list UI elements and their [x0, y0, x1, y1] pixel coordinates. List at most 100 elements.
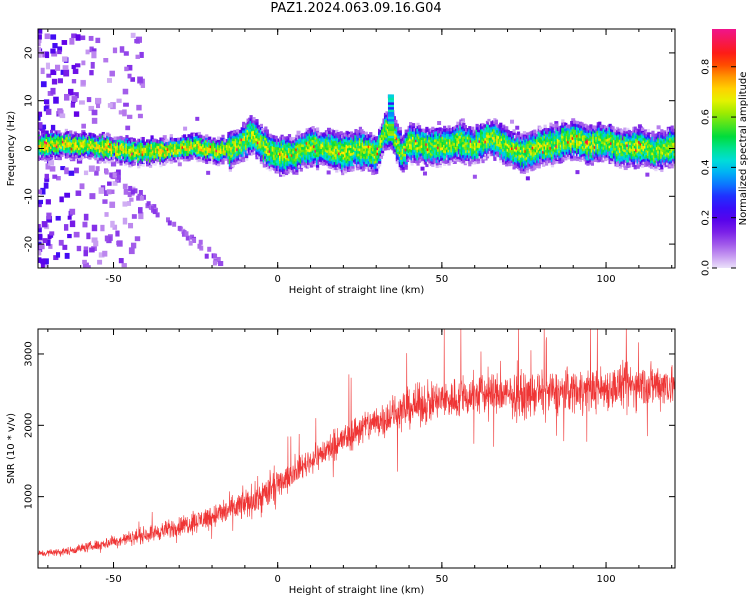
spectrogram-cell	[112, 181, 118, 186]
spectrogram-cell	[570, 157, 574, 162]
spectrogram-cell	[57, 130, 61, 134]
spectrogram-cell	[499, 122, 503, 127]
spectrogram-cell	[129, 197, 134, 202]
spectrogram-cell	[67, 233, 72, 239]
spectrogram-cell	[564, 157, 568, 161]
spectrogram-cell	[98, 159, 102, 164]
spectrogram-cell	[417, 125, 422, 129]
spectrogram-cell	[437, 120, 442, 125]
spectrogram-cell	[63, 224, 69, 231]
spectrogram-cell	[96, 103, 101, 109]
spectrogram-cell	[296, 130, 301, 135]
spectrogram-cell	[435, 162, 439, 166]
spectrogram-cell	[107, 160, 111, 164]
spectrogram-cell	[534, 164, 538, 169]
spectrogram-cell	[154, 160, 159, 164]
spectrogram-cell	[74, 63, 81, 68]
spectrogram-cell	[38, 115, 41, 121]
spectrogram-cell	[49, 129, 54, 134]
spectrogram-cell	[174, 158, 178, 163]
spectrogram-cell	[444, 160, 448, 164]
spectrogram-cell	[346, 131, 351, 136]
spectrogram-cell	[344, 169, 348, 174]
spectrogram-cell	[422, 171, 427, 176]
spectrogram-cell	[119, 162, 123, 166]
spectrogram-cell	[443, 125, 447, 130]
spectrogram-cell	[155, 212, 160, 218]
spectrogram-cell	[355, 166, 360, 171]
spectrogram-cell	[228, 168, 232, 172]
spectrogram-cell	[136, 104, 142, 111]
spectrogram-cell	[425, 129, 429, 133]
spectrogram-cell	[71, 64, 76, 70]
spectrogram-cell	[379, 155, 383, 159]
spectrogram-cell	[101, 131, 105, 136]
spectrogram-cell	[420, 166, 425, 171]
spectrogram-cell	[40, 124, 47, 130]
chart-title: PAZ1.2024.063.09.16.G04	[270, 1, 442, 16]
spectrogram-cell	[431, 126, 435, 131]
spectrogram-cell	[45, 51, 50, 59]
spectrogram-cell	[221, 161, 225, 165]
spectrogram-cell	[245, 157, 249, 161]
spectrogram-cell	[115, 230, 120, 237]
spectrogram-cell	[52, 43, 58, 49]
spectrogram-cell	[75, 190, 82, 196]
spectrogram-cell	[487, 118, 491, 123]
spectrogram-cell	[255, 121, 259, 126]
spectrogram-cell	[40, 67, 45, 75]
spectrogram-cell	[85, 49, 90, 55]
spectrogram-cell	[372, 134, 376, 139]
spectrogram-cell	[49, 132, 54, 136]
spectrogram-cell	[113, 136, 117, 140]
spectrogram-cell	[38, 233, 43, 240]
spectrogram-cell	[571, 118, 576, 123]
spectrogram-cell	[435, 164, 439, 169]
spectrogram-cell	[371, 170, 376, 175]
spectrogram-cell	[169, 160, 173, 164]
spectrogram-cell	[81, 60, 86, 66]
spectrogram-cell	[182, 134, 187, 138]
spectrogram-cell	[64, 93, 70, 101]
spectrogram-cell	[482, 156, 487, 160]
spectrogram-cell	[465, 160, 469, 164]
spectrogram-cell	[38, 29, 43, 34]
spectrogram-cell	[335, 129, 339, 134]
spectrogram-cell	[88, 132, 92, 137]
spectrogram-cell	[305, 128, 309, 132]
spectrogram-cell	[327, 130, 331, 135]
spectrogram-cell	[134, 38, 140, 44]
spectrogram-cell	[41, 156, 45, 161]
spectrogram-cell	[505, 126, 509, 130]
spectrogram-cell	[361, 167, 365, 172]
spectrogram-cell	[128, 185, 133, 191]
spectrogram-cell	[41, 221, 48, 228]
spectrogram-cell	[94, 170, 99, 176]
spectrogram-cell	[50, 87, 56, 95]
spectrogram-cell	[586, 162, 590, 166]
spectrogram-cell	[512, 131, 516, 136]
spectrogram-cell	[217, 261, 222, 267]
spectrogram-cell	[410, 162, 414, 166]
spectrogram-cell	[91, 224, 98, 232]
spectrogram-cell	[554, 121, 559, 126]
spectrogram-cell	[127, 73, 132, 79]
spectrogram-cell	[137, 164, 141, 169]
spectrogram-cell	[45, 239, 51, 246]
spectrogram-cell	[162, 135, 167, 140]
spectrogram-cell	[57, 156, 61, 160]
spectrogram-cell	[64, 192, 71, 198]
spectrogram-cell	[45, 199, 51, 205]
spectrogram-cell	[233, 161, 237, 165]
spectrogram-cell	[81, 123, 86, 129]
spectrogram-cell	[125, 137, 129, 142]
spectrogram-cell	[494, 119, 498, 123]
spectrogram-cell	[66, 154, 70, 159]
spectrogram-cell	[89, 46, 94, 53]
spectrogram-cell	[416, 162, 420, 166]
spectrogram-cell	[401, 169, 405, 173]
spectrogram-cell	[573, 157, 577, 161]
spectrogram-cell	[468, 162, 472, 167]
spectrogram-cell	[45, 163, 51, 170]
spectrogram-cell	[550, 163, 555, 168]
